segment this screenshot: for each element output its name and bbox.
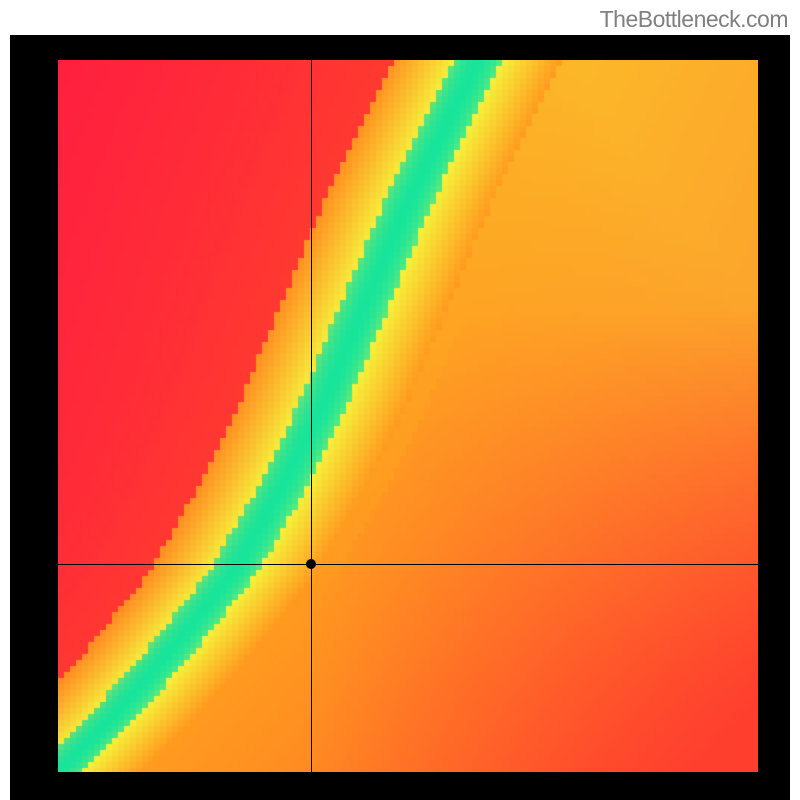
crosshair-horizontal	[58, 564, 758, 565]
watermark-text: TheBottleneck.com	[600, 6, 788, 33]
chart-container: TheBottleneck.com	[0, 0, 800, 800]
crosshair-dot	[306, 559, 316, 569]
crosshair-vertical	[311, 60, 312, 772]
heatmap-canvas	[58, 60, 758, 772]
plot-area	[58, 60, 758, 772]
